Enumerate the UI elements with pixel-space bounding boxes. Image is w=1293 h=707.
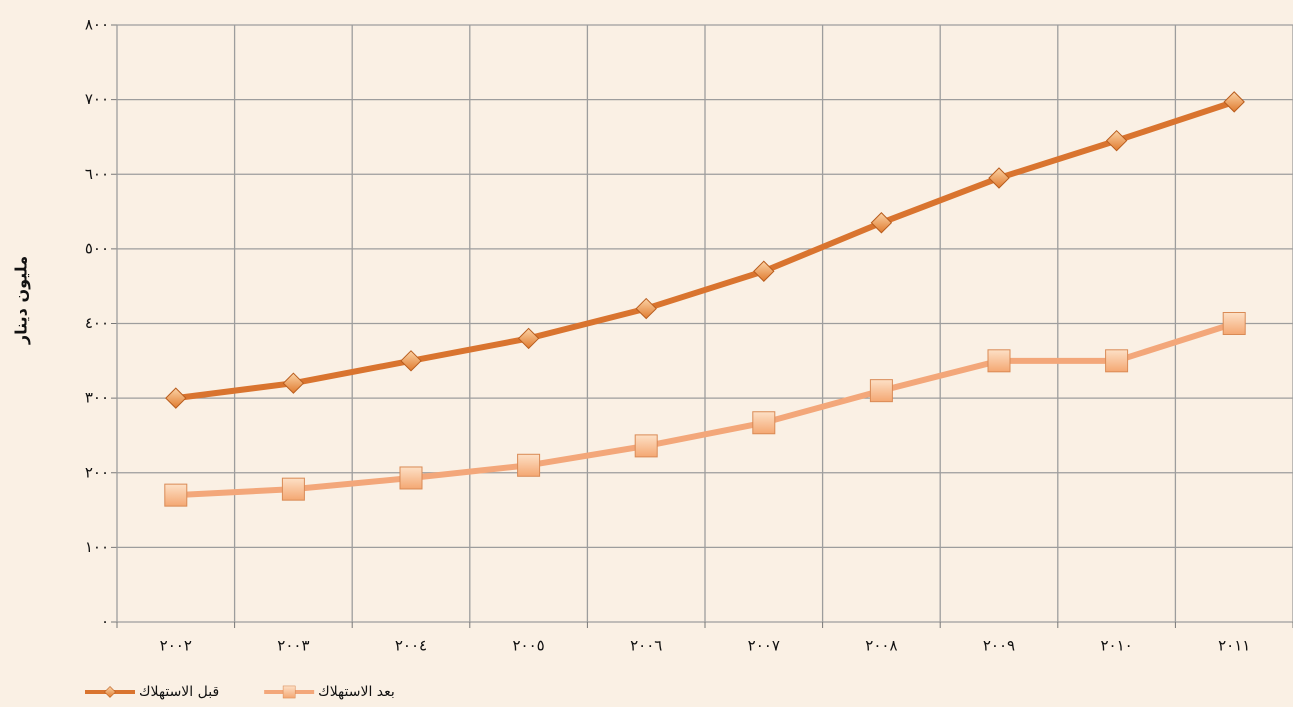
point <box>164 483 188 507</box>
x-tick-label: ٢٠٠٥ <box>512 637 544 655</box>
point <box>753 260 775 282</box>
y-tick-label: ٠ <box>101 613 109 631</box>
point <box>165 387 187 409</box>
legend-label: بعد الاستهلاك <box>318 684 395 700</box>
x-tick-label: ٢٠٠٨ <box>865 637 897 655</box>
point <box>399 466 423 490</box>
legend-item: قبل الاستهلاك <box>85 684 219 700</box>
x-tick-label: ٢٠٠٧ <box>748 637 780 655</box>
point <box>1105 349 1129 373</box>
point <box>281 477 305 501</box>
point <box>752 411 776 435</box>
point <box>282 372 305 394</box>
point <box>517 327 540 350</box>
x-tick-label: ٢٠٠٩ <box>983 637 1015 655</box>
y-axis-label: مليون دينار <box>12 256 31 345</box>
point <box>1223 91 1245 113</box>
y-tick-label: ٢٠٠ <box>85 463 109 481</box>
y-tick-label: ٦٠٠ <box>85 165 109 183</box>
point <box>634 434 658 458</box>
point <box>635 297 657 320</box>
y-tick-label: ٧٠٠ <box>85 90 109 108</box>
point <box>1222 312 1246 335</box>
x-tick-label: ٢٠١٠ <box>1100 637 1132 655</box>
point <box>987 349 1011 373</box>
x-tick-label: ٢٠٠٢ <box>160 637 192 655</box>
legend-marker <box>282 685 296 699</box>
point <box>869 379 893 403</box>
y-tick-label: ٣٠٠ <box>85 389 109 407</box>
legend-marker <box>104 686 116 698</box>
series-line <box>175 99 1236 402</box>
point <box>870 212 893 234</box>
point <box>1105 129 1128 152</box>
series-line <box>175 320 1236 499</box>
y-tick-label: ٤٠٠ <box>85 314 109 332</box>
x-tick-label: ٢٠٠٣ <box>277 637 309 655</box>
y-tick-label: ٨٠٠ <box>85 16 109 34</box>
y-tick-label: ١٠٠ <box>85 538 109 556</box>
legend-item: بعد الاستهلاك <box>264 684 395 700</box>
point <box>988 167 1010 189</box>
point <box>517 453 541 477</box>
x-tick-label: ٢٠٠٦ <box>630 637 662 655</box>
legend-label: قبل الاستهلاك <box>139 684 219 700</box>
x-tick-label: ٢٠٠٤ <box>395 637 427 655</box>
y-tick-label: ٥٠٠ <box>85 239 109 257</box>
point <box>400 350 422 372</box>
x-tick-label: ٢٠١١ <box>1218 637 1250 655</box>
